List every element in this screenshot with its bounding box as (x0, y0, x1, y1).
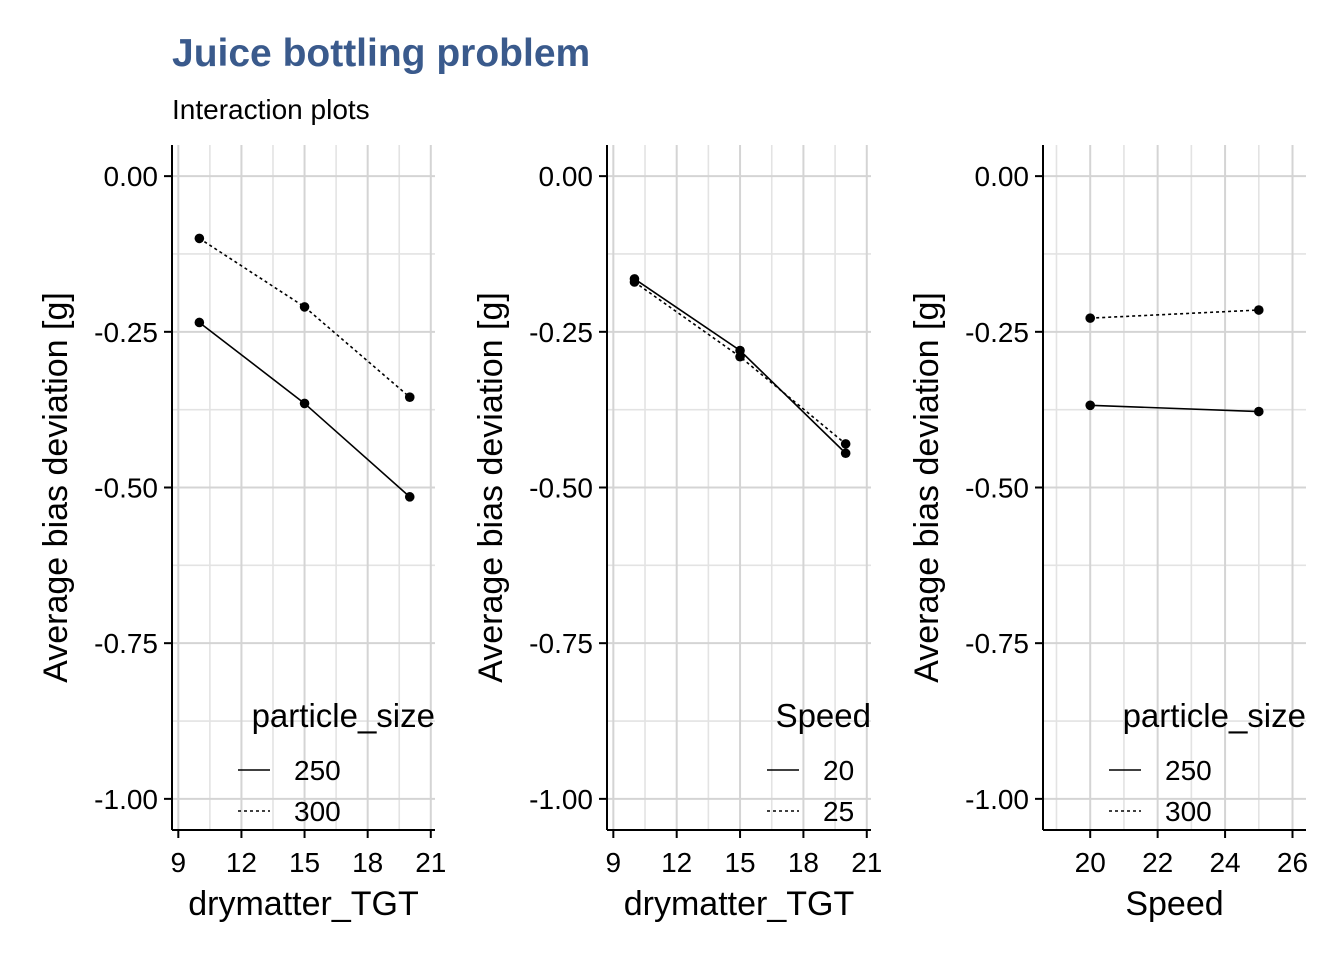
data-point (840, 448, 851, 459)
series-line-25 (633, 281, 847, 445)
data-point (1253, 305, 1264, 315)
y-tick-label: -0.25 (529, 317, 593, 348)
legend-label: 250 (294, 755, 341, 786)
legend-label: 25 (823, 796, 854, 827)
data-point (299, 302, 310, 312)
x-tick-label: 15 (724, 847, 755, 878)
x-tick-label: 21 (851, 847, 882, 878)
data-point (629, 277, 640, 287)
x-tick-label: 15 (289, 847, 320, 878)
panel-1: 0.00 -0.25 -0.50 -0.75 -1.00 9 12 15 18 21 drymatt… (37, 145, 446, 923)
x-axis-title: drymatter_TGT (188, 885, 418, 923)
y-tick-label: -0.50 (94, 473, 158, 504)
data-point (1085, 313, 1096, 323)
legend-label: 250 (1165, 755, 1212, 786)
x-tick-label: 24 (1209, 847, 1240, 878)
y-axis-title: Average bias deviation [g] (472, 292, 510, 683)
y-axis-title: Average bias deviation [g] (908, 292, 946, 683)
series-line-250 (1090, 404, 1259, 413)
legend-title: particle_size (252, 697, 435, 734)
data-point (299, 398, 310, 409)
data-point (735, 351, 745, 362)
x-tick-label: 26 (1277, 847, 1308, 878)
series-line-300 (198, 237, 411, 398)
legend: particle_size 250 300 (1109, 697, 1306, 827)
x-axis-title: Speed (1125, 885, 1223, 923)
x-tick-label: 12 (226, 847, 257, 878)
legend: particle_size 250 300 (238, 697, 435, 827)
legend-title: Speed (776, 697, 871, 734)
x-tick-label: 12 (661, 847, 692, 878)
data-point (1253, 406, 1264, 417)
data-point (404, 392, 415, 403)
legend-label: 300 (1165, 796, 1212, 827)
y-tick-label: -0.25 (965, 317, 1029, 348)
data-point (1085, 400, 1096, 411)
legend-label: 300 (294, 796, 341, 827)
y-tick-label: -0.75 (94, 628, 158, 659)
y-tick-label: -1.00 (965, 784, 1029, 815)
chart-subtitle: Interaction plots (172, 94, 370, 125)
series-line-300 (1090, 309, 1259, 319)
x-tick-label: 20 (1075, 847, 1106, 878)
y-tick-label: -0.50 (529, 473, 593, 504)
y-tick-label: -1.00 (94, 784, 158, 815)
panel-3: 0.00 -0.25 -0.50 -0.75 -1.00 20 22 24 26 Speed Ave… (908, 145, 1308, 923)
x-axis-title: drymatter_TGT (624, 885, 854, 923)
data-point (194, 233, 205, 244)
x-tick-label: 9 (171, 847, 187, 878)
y-tick-label: -0.75 (529, 628, 593, 659)
x-tick-label: 21 (415, 847, 446, 878)
x-tick-label: 22 (1142, 847, 1173, 878)
y-tick-label: -1.00 (529, 784, 593, 815)
panel-2: 0.00 -0.25 -0.50 -0.75 -1.00 9 12 15 18 21 drymatt… (472, 145, 882, 923)
y-tick-label: 0.00 (104, 161, 159, 192)
y-tick-label: 0.00 (975, 161, 1030, 192)
y-axis-title: Average bias deviation [g] (37, 292, 75, 683)
x-tick-label: 18 (788, 847, 819, 878)
data-point (194, 317, 205, 328)
chart-title: Juice bottling problem (172, 32, 591, 75)
data-point (840, 439, 851, 449)
data-point (404, 492, 415, 502)
y-tick-label: -0.50 (965, 473, 1029, 504)
y-tick-label: 0.00 (539, 161, 594, 192)
legend: Speed 20 25 (767, 697, 871, 827)
legend-title: particle_size (1123, 697, 1306, 734)
x-tick-label: 9 (606, 847, 622, 878)
x-tick-label: 18 (352, 847, 383, 878)
y-tick-label: -0.75 (965, 628, 1029, 659)
legend-label: 20 (823, 755, 854, 786)
y-tick-label: -0.25 (94, 317, 158, 348)
